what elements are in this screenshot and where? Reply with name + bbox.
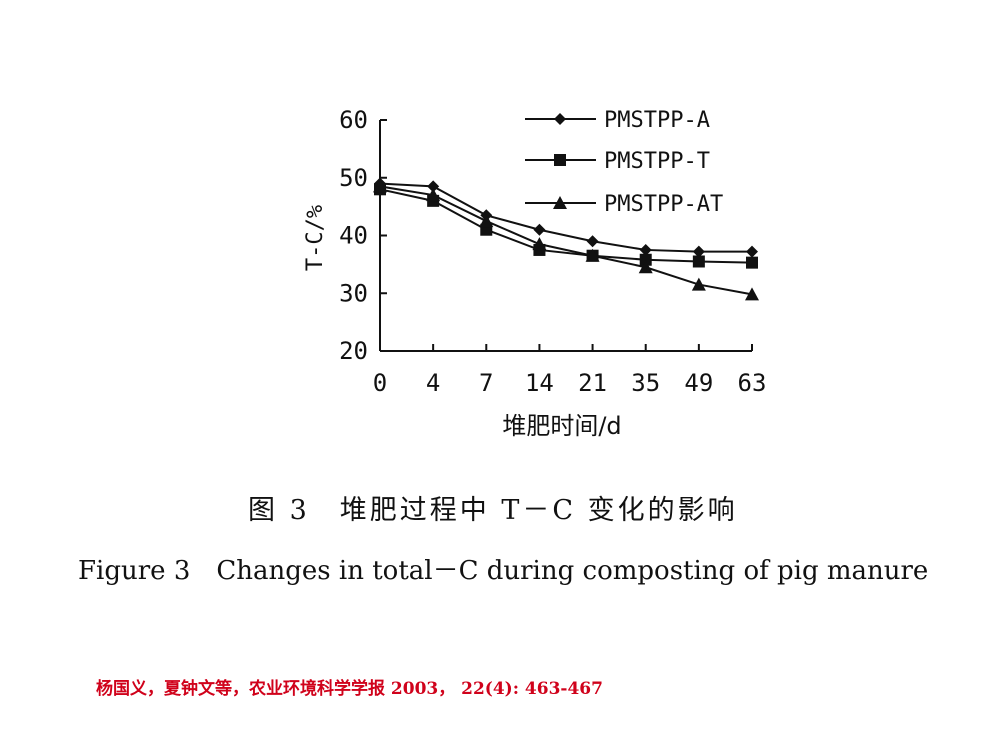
chart-series [373,177,759,301]
data-point [373,179,387,193]
legend-label: PMSTPP-AT [604,192,723,217]
x-axis-label: 堆肥时间/d [502,412,621,440]
source-citation: 杨国义，夏钟文等，农业环境科学学报 2003， 22(4): 463-467 [96,679,603,699]
data-point [426,188,441,202]
y-tick-label: 60 [339,106,368,134]
data-point [691,277,706,291]
series-pmstpp-a [374,177,758,258]
y-tick-label: 50 [339,164,368,192]
chart-axes [379,119,753,352]
data-point [532,237,547,251]
series-line [379,182,752,253]
data-point [692,255,705,268]
data-point [639,253,652,266]
series-line [379,185,753,296]
data-point [746,245,758,258]
data-point [639,243,652,256]
figure-caption-chinese: 图 3 堆肥过程中 T－C 变化的影响 [248,495,738,526]
data-point [427,180,440,193]
legend-marker [554,154,566,166]
x-tick-label: 49 [684,369,713,397]
chart-ticks: 20 30 40 50 60 0 4 7 14 21 35 49 63 [339,106,766,397]
y-tick-label: 20 [339,337,368,365]
legend-entry: PMSTPP-T [525,149,710,174]
y-tick-label: 40 [339,222,368,250]
legend-label: PMSTPP-A [604,108,710,133]
y-tick-label: 30 [339,279,368,307]
data-point [533,223,546,236]
legend-entry: PMSTPP-A [525,108,710,133]
legend-entry: PMSTPP-AT [525,192,723,217]
series-pmstpp-at [373,179,759,301]
figure-caption-english: Figure 3 Changes in total－C during compo… [78,556,929,586]
x-tick-label: 14 [525,369,554,397]
chart-legend: PMSTPP-A PMSTPP-T PMSTPP-AT [525,108,723,217]
data-point [745,287,759,301]
data-point [479,214,494,228]
data-point [746,256,758,269]
legend-marker [554,113,566,125]
x-tick-label: 4 [426,369,440,397]
x-tick-label: 35 [631,369,660,397]
data-point [638,260,653,274]
legend-label: PMSTPP-T [604,149,710,174]
x-tick-label: 0 [373,369,387,397]
x-tick-label: 7 [479,369,493,397]
x-tick-label: 63 [738,369,767,397]
x-tick-label: 21 [578,369,607,397]
data-point [585,248,600,262]
y-axis-label: T-C/% [303,205,328,271]
legend-marker [553,196,567,209]
data-point [692,245,705,258]
data-point [586,235,599,248]
series-line [379,188,753,264]
